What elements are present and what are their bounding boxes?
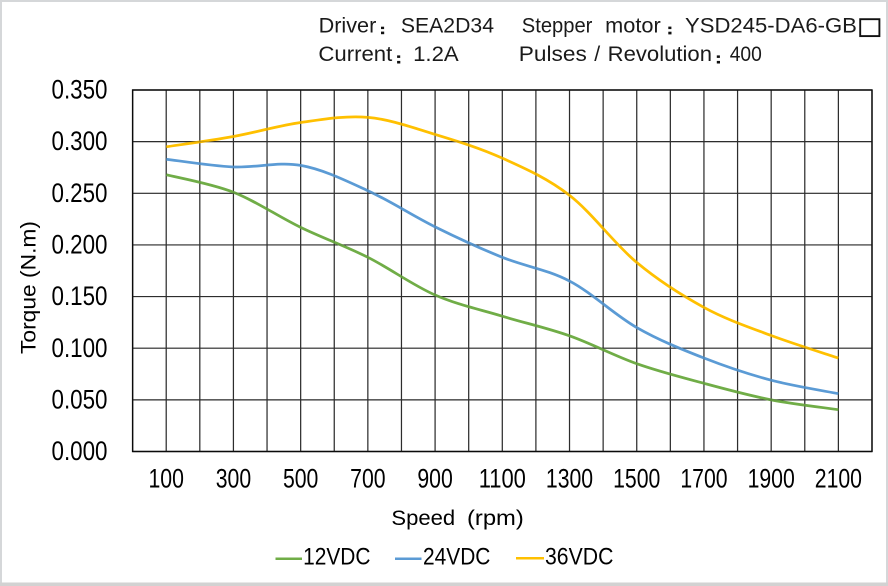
svg-text:12VDC: 12VDC (303, 544, 370, 571)
svg-text:900: 900 (417, 463, 452, 493)
svg-text:SEA2D34: SEA2D34 (401, 14, 494, 38)
svg-text:/: / (594, 42, 600, 66)
svg-text:0.000: 0.000 (52, 436, 108, 466)
svg-text:0.300: 0.300 (52, 126, 108, 156)
svg-text:24VDC: 24VDC (423, 544, 490, 571)
svg-text:1500: 1500 (613, 463, 660, 493)
svg-text:1100: 1100 (479, 463, 526, 493)
svg-text:Revolution: Revolution (608, 42, 712, 66)
svg-text:0.250: 0.250 (52, 178, 108, 208)
svg-text:(rpm): (rpm) (467, 506, 524, 530)
svg-text:YSD245-DA6-GB: YSD245-DA6-GB (685, 14, 857, 38)
svg-text:Driver: Driver (319, 14, 377, 38)
svg-text:36VDC: 36VDC (545, 544, 613, 571)
svg-text:0.150: 0.150 (52, 281, 108, 311)
svg-text:Torque (N.m): Torque (N.m) (17, 221, 41, 354)
svg-text:1.2A: 1.2A (413, 42, 459, 66)
svg-text:400: 400 (730, 42, 762, 66)
svg-text:0.050: 0.050 (52, 384, 108, 414)
svg-text:0.200: 0.200 (52, 230, 108, 260)
svg-text:100: 100 (149, 463, 184, 493)
svg-text:0.100: 0.100 (52, 333, 108, 363)
svg-text:motor: motor (605, 14, 661, 38)
svg-text:0.350: 0.350 (52, 75, 108, 105)
svg-text:300: 300 (216, 463, 251, 493)
svg-text:1300: 1300 (546, 463, 593, 493)
svg-text:500: 500 (283, 463, 318, 493)
svg-text:1700: 1700 (680, 463, 727, 493)
svg-text:Stepper: Stepper (522, 14, 593, 38)
svg-text:1900: 1900 (748, 463, 795, 493)
svg-text:Current: Current (318, 42, 392, 66)
svg-text:700: 700 (350, 463, 385, 493)
svg-text:2100: 2100 (815, 463, 862, 493)
svg-text:Pulses: Pulses (519, 42, 587, 66)
svg-text:Speed: Speed (391, 506, 455, 530)
